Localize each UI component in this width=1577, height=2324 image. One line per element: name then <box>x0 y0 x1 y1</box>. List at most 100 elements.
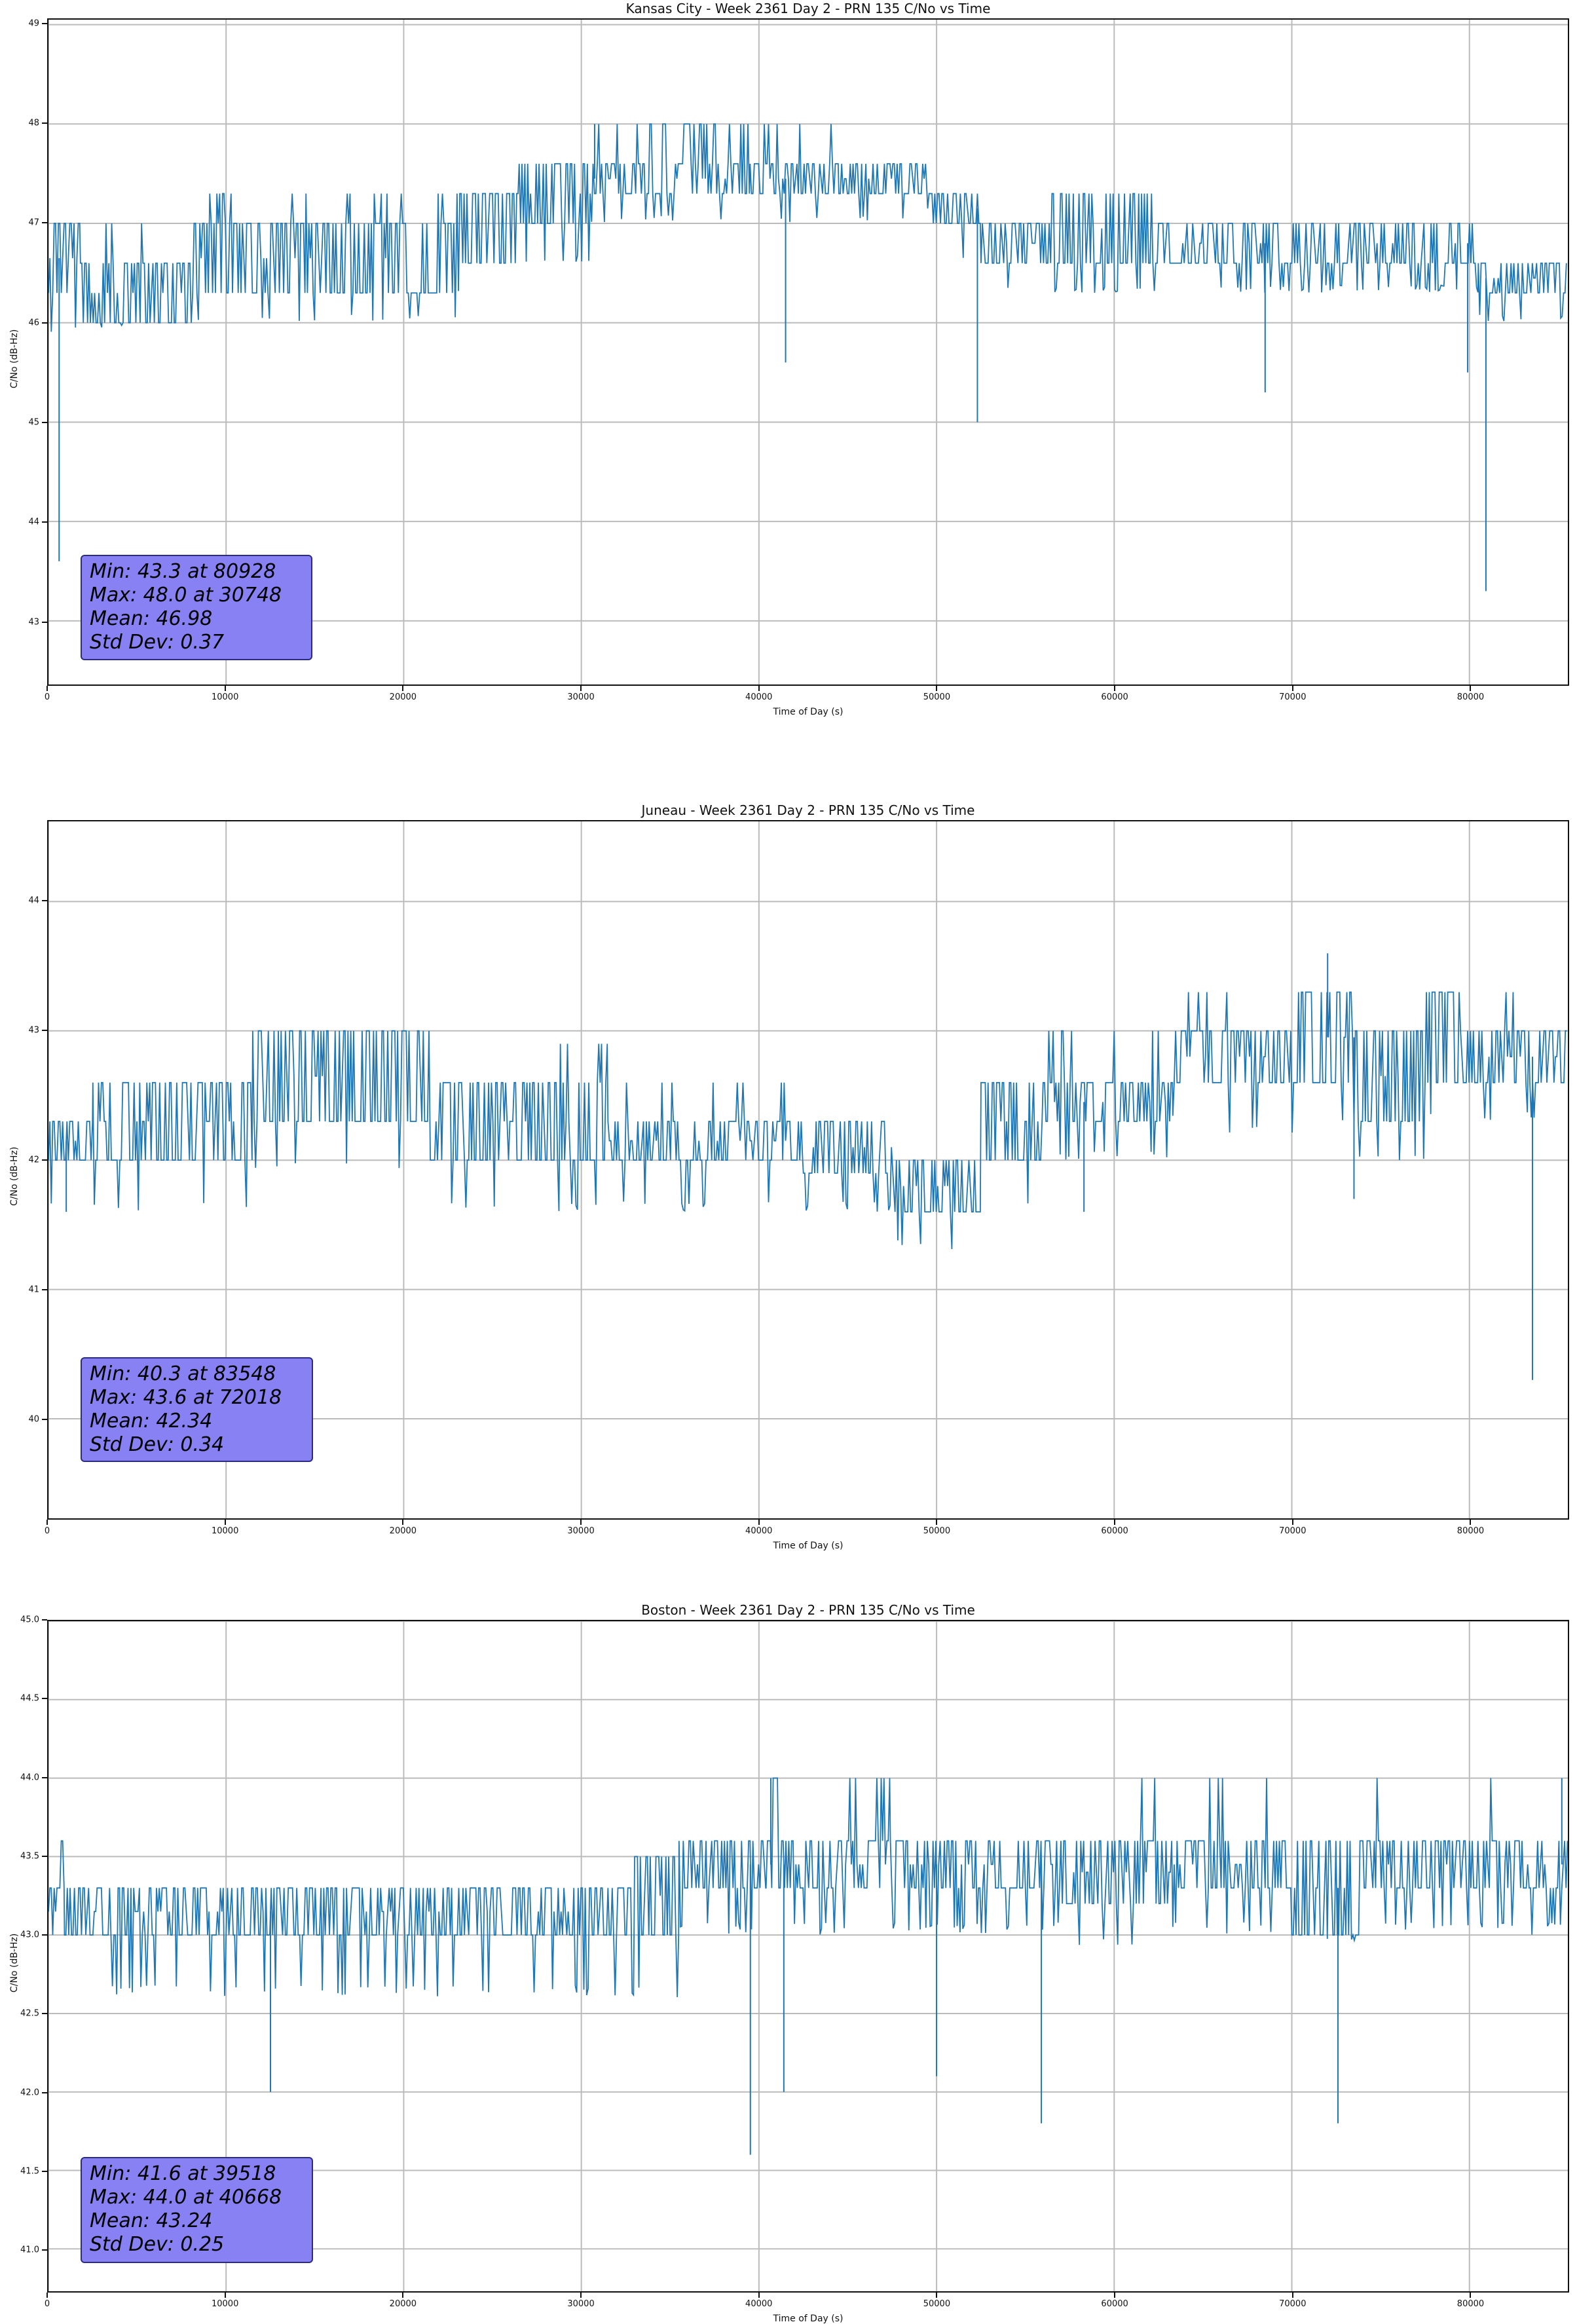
x-tick-mark <box>46 1520 48 1525</box>
x-tick-label: 10000 <box>211 692 239 702</box>
stats-annotation: Min: 41.6 at 39518 Max: 44.0 at 40668 Mean… <box>81 2157 313 2263</box>
y-tick-mark <box>42 1698 47 1700</box>
y-tick-label: 42.5 <box>20 2008 39 2019</box>
x-axis-label: Time of Day (s) <box>773 1541 844 1551</box>
y-tick-label: 42.0 <box>20 2088 39 2098</box>
y-tick-mark <box>42 2170 47 2172</box>
y-tick-label: 43 <box>28 1025 39 1036</box>
x-axis-label: Time of Day (s) <box>773 707 844 717</box>
x-tick-mark <box>758 2293 760 2298</box>
x-tick-label: 40000 <box>745 1526 773 1536</box>
x-tick-label: 20000 <box>389 692 417 702</box>
y-tick-label: 43.0 <box>20 1930 39 1940</box>
y-tick-mark <box>42 521 47 523</box>
y-tick-label: 43 <box>28 617 39 628</box>
y-tick-mark <box>42 222 47 224</box>
x-tick-mark <box>402 686 404 691</box>
x-tick-mark <box>1470 2293 1472 2298</box>
y-tick-mark <box>42 1289 47 1291</box>
x-tick-label: 70000 <box>1279 1526 1307 1536</box>
y-tick-mark <box>42 1776 47 1778</box>
x-tick-mark <box>758 686 760 691</box>
x-tick-mark <box>46 686 48 691</box>
y-tick-mark <box>42 899 47 901</box>
stats-line: Mean: 43.24 <box>90 2209 213 2232</box>
y-tick-label: 43.5 <box>20 1851 39 1862</box>
x-tick-mark <box>224 686 226 691</box>
x-tick-label: 40000 <box>745 692 773 702</box>
chart-title: Kansas City - Week 2361 Day 2 - PRN 135 … <box>625 1 991 16</box>
cno-series-line <box>48 1777 1568 1997</box>
y-tick-label: 49 <box>28 18 39 29</box>
stats-line: Max: 48.0 at 30748 <box>90 584 282 607</box>
x-tick-label: 30000 <box>567 1526 595 1536</box>
x-tick-label: 80000 <box>1456 2299 1485 2309</box>
y-tick-label: 41.0 <box>20 2245 39 2255</box>
x-tick-label: 20000 <box>389 2299 417 2309</box>
y-tick-label: 45 <box>28 417 39 428</box>
x-tick-label: 30000 <box>567 692 595 702</box>
y-tick-label: 44 <box>28 895 39 906</box>
stats-line: Std Dev: 0.25 <box>90 2233 225 2256</box>
y-tick-mark <box>42 1619 47 1621</box>
x-tick-mark <box>1114 1520 1116 1525</box>
y-tick-label: 46 <box>28 318 39 328</box>
x-tick-mark <box>936 2293 938 2298</box>
stats-line: Min: 43.3 at 80928 <box>90 560 276 583</box>
x-tick-mark <box>1291 1520 1293 1525</box>
x-tick-mark <box>758 1520 760 1525</box>
y-tick-mark <box>42 122 47 124</box>
x-tick-label: 50000 <box>923 1526 951 1536</box>
y-tick-mark <box>42 1159 47 1161</box>
x-tick-label: 50000 <box>923 692 951 702</box>
x-tick-label: 80000 <box>1456 692 1485 702</box>
stats-line: Std Dev: 0.34 <box>90 1433 225 1456</box>
y-tick-label: 47 <box>28 217 39 228</box>
x-tick-mark <box>1291 2293 1293 2298</box>
x-tick-label: 10000 <box>211 1526 239 1536</box>
x-tick-label: 70000 <box>1279 692 1307 702</box>
y-tick-label: 42 <box>28 1155 39 1165</box>
stats-line: Min: 41.6 at 39518 <box>90 2162 276 2185</box>
x-tick-mark <box>46 2293 48 2298</box>
y-tick-label: 44.0 <box>20 1772 39 1782</box>
x-tick-label: 0 <box>44 692 50 702</box>
y-tick-mark <box>42 322 47 324</box>
x-tick-mark <box>1291 686 1293 691</box>
y-tick-label: 44.5 <box>20 1693 39 1704</box>
x-tick-mark <box>1470 1520 1472 1525</box>
x-tick-label: 70000 <box>1279 2299 1307 2309</box>
x-tick-label: 60000 <box>1101 692 1128 702</box>
y-tick-label: 41 <box>28 1284 39 1295</box>
x-tick-mark <box>580 686 582 691</box>
x-axis-label: Time of Day (s) <box>773 2314 844 2324</box>
stats-line: Mean: 42.34 <box>90 1410 213 1433</box>
y-axis-label: C/No (dB-Hz) <box>9 1146 20 1206</box>
plot-area <box>48 20 1568 684</box>
y-tick-label: 41.5 <box>20 2166 39 2177</box>
stats-line: Max: 43.6 at 72018 <box>90 1386 282 1409</box>
x-tick-mark <box>1114 2293 1116 2298</box>
x-tick-mark <box>402 2293 404 2298</box>
y-tick-mark <box>42 1934 47 1936</box>
y-tick-mark <box>42 22 47 24</box>
y-tick-label: 40 <box>28 1414 39 1425</box>
y-tick-label: 45.0 <box>20 1615 39 1625</box>
x-tick-label: 50000 <box>923 2299 951 2309</box>
y-tick-mark <box>42 1029 47 1031</box>
y-tick-mark <box>42 2013 47 2015</box>
x-tick-label: 10000 <box>211 2299 239 2309</box>
x-tick-mark <box>224 1520 226 1525</box>
y-tick-label: 48 <box>28 118 39 128</box>
y-tick-label: 44 <box>28 517 39 527</box>
y-tick-mark <box>42 2249 47 2251</box>
x-tick-mark <box>1470 686 1472 691</box>
x-tick-mark <box>936 686 938 691</box>
x-tick-label: 0 <box>44 1526 50 1536</box>
y-axis-label: C/No (dB-Hz) <box>9 1933 20 1993</box>
y-tick-mark <box>42 2091 47 2093</box>
x-tick-label: 20000 <box>389 1526 417 1536</box>
cno-series-line <box>48 123 1567 332</box>
y-tick-mark <box>42 421 47 423</box>
